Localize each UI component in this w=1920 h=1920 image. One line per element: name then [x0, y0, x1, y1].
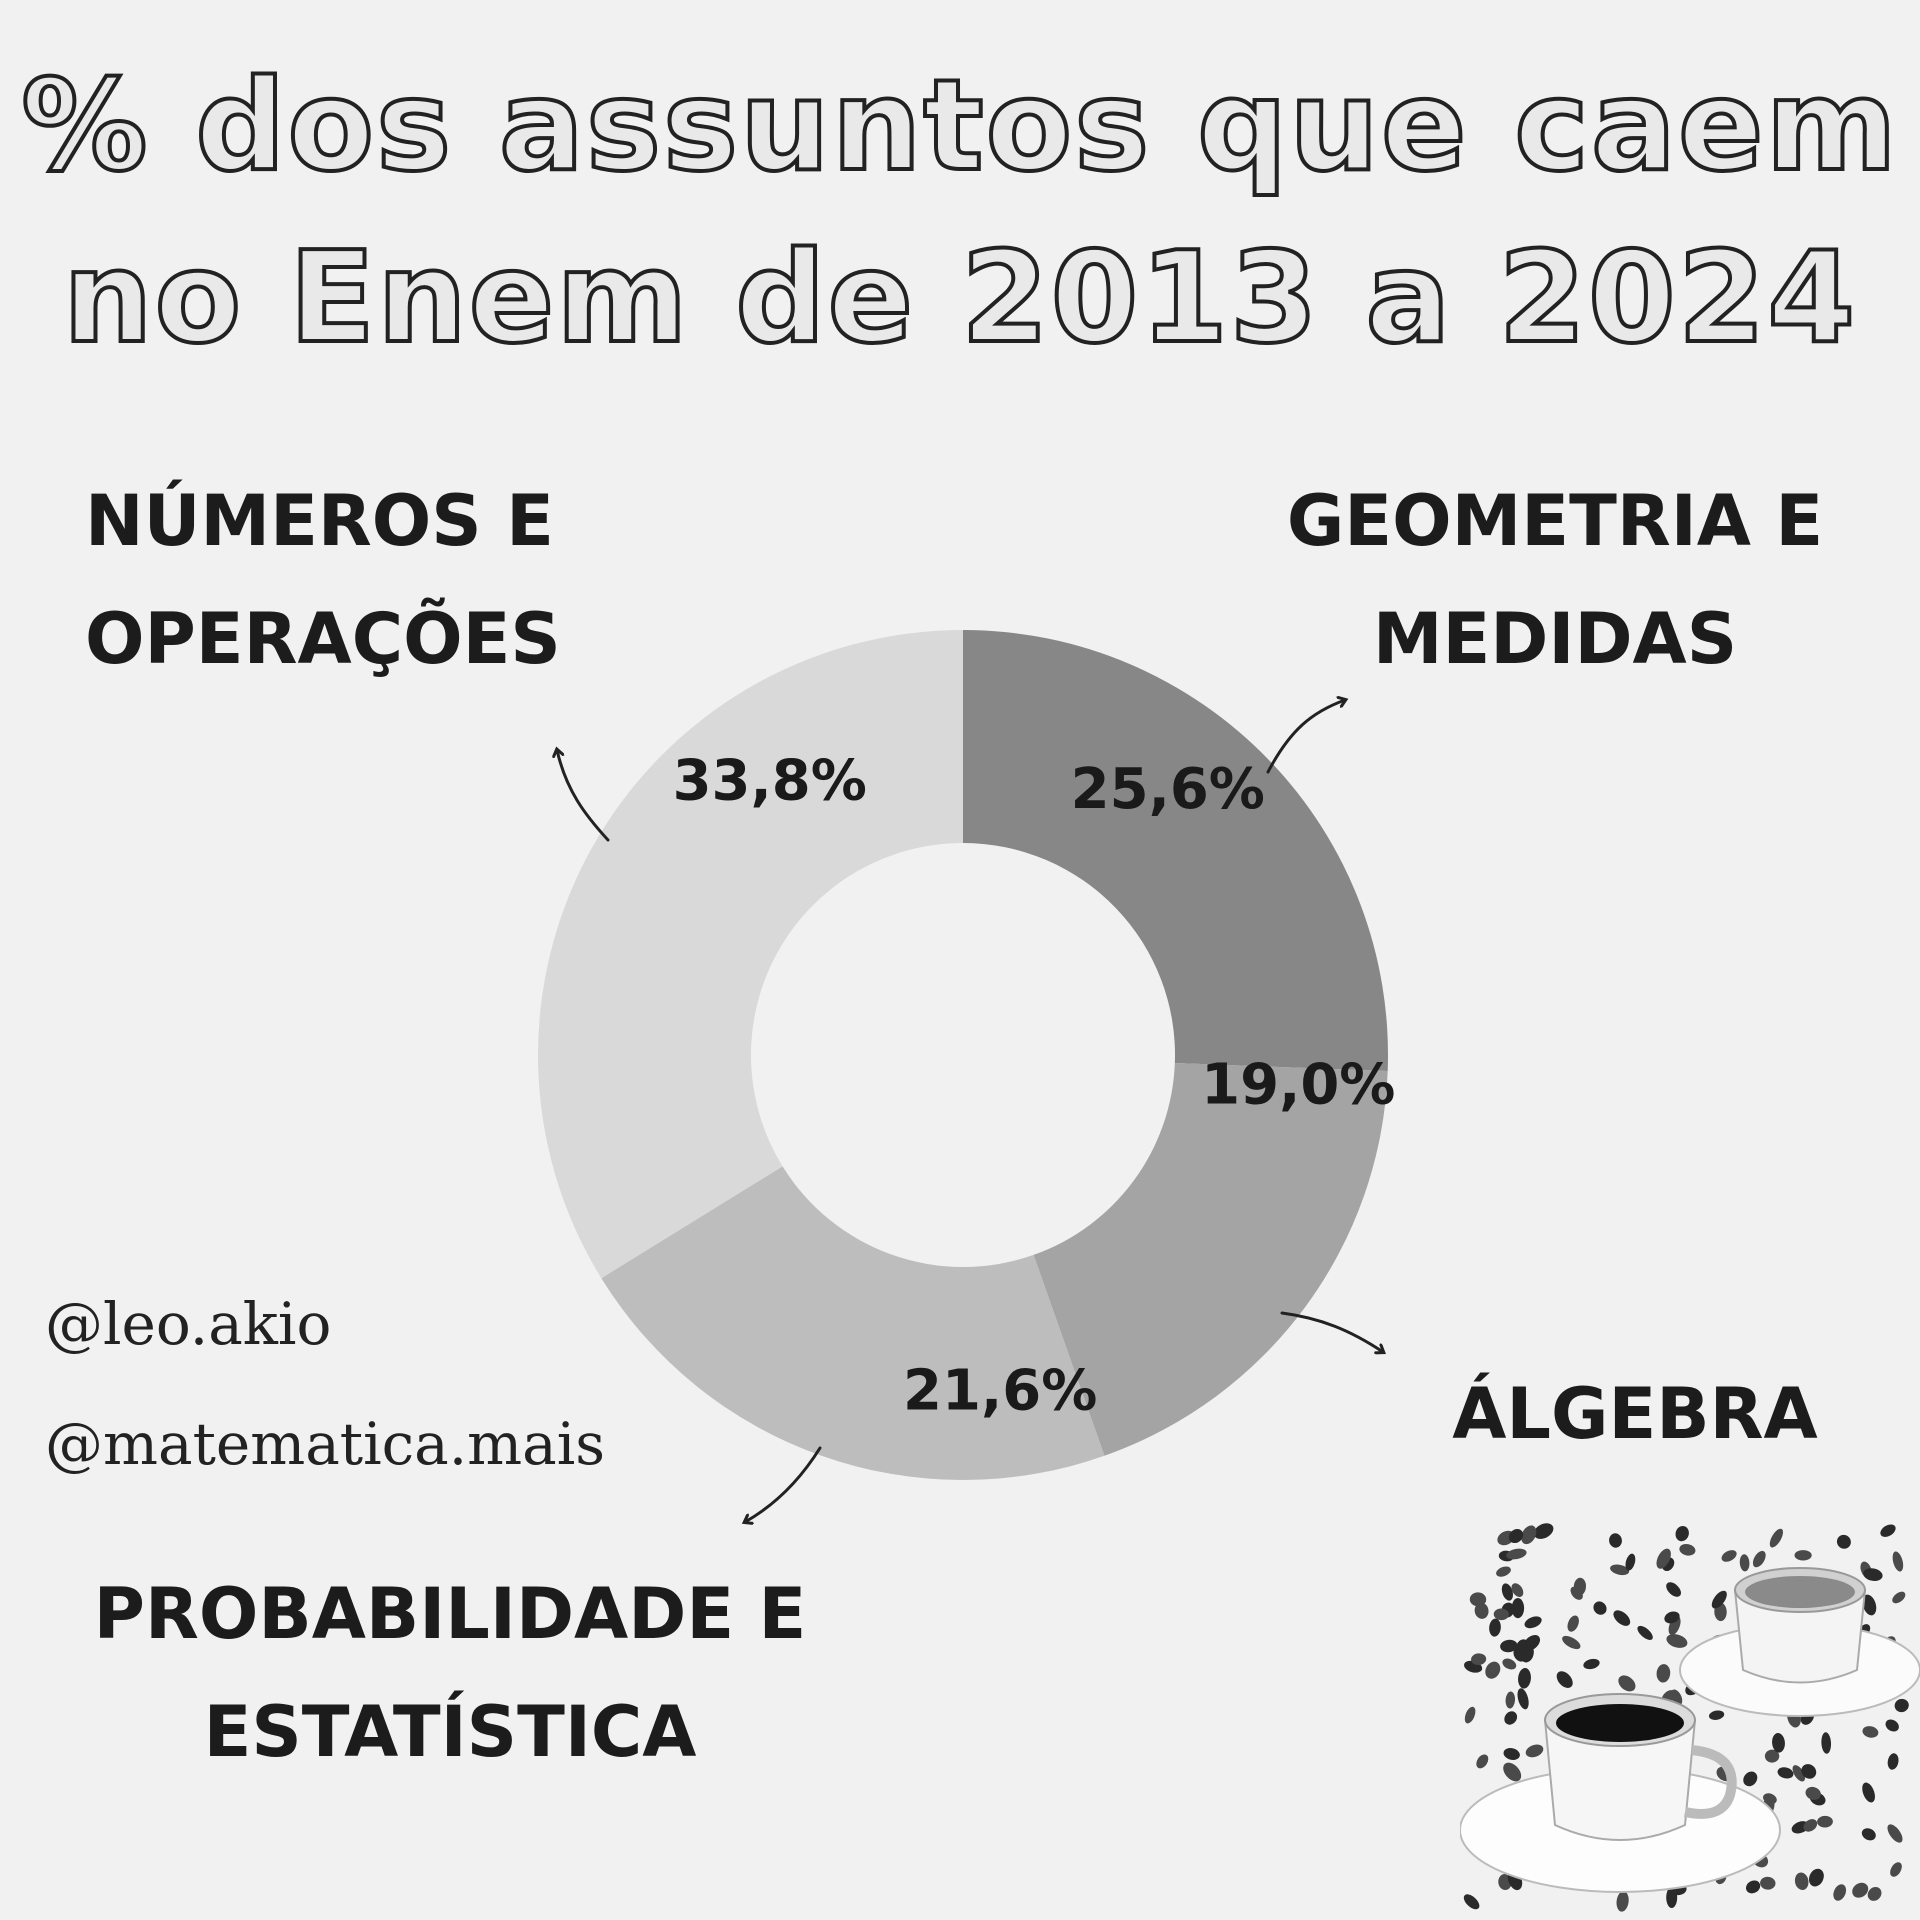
- arrow-probabilidade: [745, 1446, 822, 1522]
- slice-probabilidade: [601, 1166, 1105, 1481]
- arrow-geometria: [1266, 700, 1345, 774]
- coffee-cups-image: [1460, 1523, 1920, 1912]
- handle-leo-akio: @leo.akio: [45, 1290, 332, 1358]
- handle-matematica-mais: @matematica.mais: [45, 1410, 606, 1478]
- slice-algebra: [1033, 1062, 1388, 1456]
- label-geometria-medidas: GEOMETRIA E MEDIDAS: [1286, 480, 1824, 680]
- slice-geometria: [963, 630, 1388, 1072]
- title-line-2: no Enem de 2013 a 2024: [61, 222, 1858, 373]
- pct-label-algebra: 19,0%: [1201, 1052, 1395, 1117]
- arrow-numeros: [557, 750, 610, 842]
- pct-label-probabilidade: 21,6%: [903, 1358, 1097, 1423]
- pct-label-numeros: 33,8%: [673, 749, 867, 814]
- label-algebra: ÁLGEBRA: [1452, 1373, 1818, 1455]
- label-probabilidade-estatistica: PROBABILIDADE E ESTATÍSTICA: [93, 1573, 807, 1773]
- page-title: % dos assuntos que caem no Enem de 2013 …: [0, 40, 1920, 384]
- slice-numeros: [537, 630, 963, 1279]
- arrow-algebra: [1280, 1311, 1383, 1352]
- title-line-1: % dos assuntos que caem: [19, 50, 1899, 201]
- pct-label-geometria: 25,6%: [1071, 757, 1265, 822]
- label-numeros-operacoes: NÚMEROS E OPERAÇÕES: [85, 480, 561, 680]
